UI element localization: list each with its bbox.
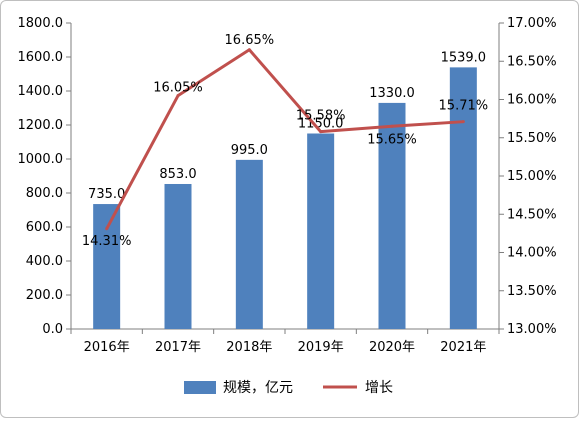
y-left-tick-label: 1200.0 [18, 118, 64, 133]
bar [307, 133, 335, 329]
y-right-tick-label: 14.50% [507, 207, 557, 222]
x-tick-label: 2020年 [369, 340, 415, 355]
bar [235, 159, 263, 329]
line-data-label: 14.31% [82, 234, 132, 249]
line-data-label: 15.71% [439, 99, 489, 114]
legend-label-bar: 规模，亿元 [223, 380, 293, 396]
y-left-tick-label: 800.0 [26, 186, 63, 201]
y-right-tick-label: 16.00% [507, 93, 557, 108]
line-point [319, 130, 323, 134]
line-data-label: 15.65% [367, 132, 417, 147]
y-right-tick-label: 16.50% [507, 54, 557, 69]
x-tick-label: 2016年 [84, 340, 130, 355]
bar [164, 183, 192, 329]
line-point [105, 227, 109, 231]
line-series-path [105, 48, 464, 230]
y-left-tick-label: 600.0 [26, 220, 63, 235]
bar-data-label: 735.0 [88, 187, 125, 202]
y-right-tick-label: 15.50% [507, 131, 557, 146]
x-tick-label: 2017年 [155, 340, 201, 355]
line-point [461, 120, 465, 124]
bar-data-label: 995.0 [231, 143, 268, 158]
bar-data-label: 853.0 [159, 167, 196, 182]
y-right-tick-label: 15.00% [507, 169, 557, 184]
y-left-tick-label: 1800.0 [18, 16, 64, 31]
line-point [176, 94, 180, 98]
bar-data-label: 1330.0 [369, 86, 415, 101]
line-data-label: 16.65% [225, 33, 275, 48]
bar [378, 102, 406, 330]
y-left-tick-label: 0.0 [42, 322, 63, 337]
x-tick-label: 2019年 [298, 340, 344, 355]
y-left-tick-label: 1600.0 [18, 50, 64, 65]
line-point [390, 124, 394, 128]
legend-label-line: 增长 [365, 380, 393, 396]
legend-swatch-bar [184, 381, 216, 394]
y-right-tick-label: 13.50% [507, 284, 557, 299]
y-left-tick-label: 400.0 [26, 254, 63, 269]
y-right-tick-label: 17.00% [507, 16, 557, 31]
bar-data-label: 1539.0 [441, 50, 487, 65]
line-point [247, 48, 251, 52]
y-left-tick-label: 1000.0 [18, 152, 64, 167]
y-left-tick-label: 1400.0 [18, 84, 64, 99]
y-right-tick-label: 13.00% [507, 322, 557, 337]
line-data-label: 15.58% [296, 109, 346, 124]
y-left-tick-label: 200.0 [26, 288, 63, 303]
y-right-tick-label: 14.00% [507, 246, 557, 261]
bar [93, 204, 121, 329]
x-tick-label: 2018年 [226, 340, 272, 355]
x-tick-label: 2021年 [440, 340, 486, 355]
bar [449, 67, 477, 330]
line-data-label: 16.05% [153, 81, 203, 96]
